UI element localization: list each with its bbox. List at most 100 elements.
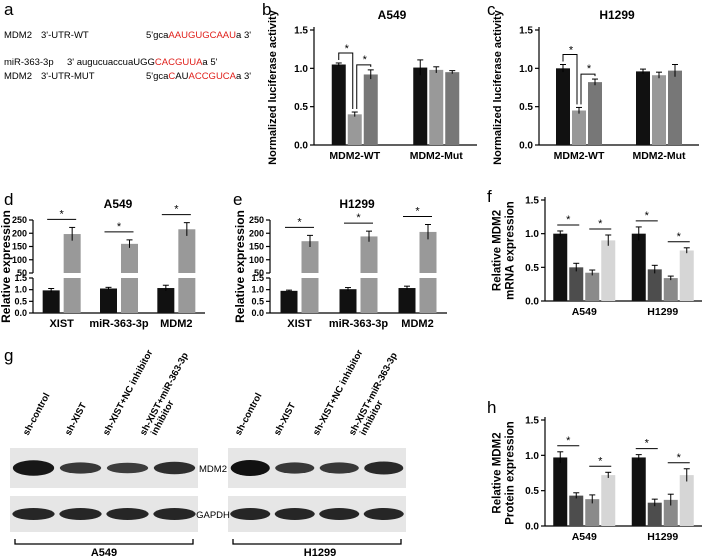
y-tick-label: 1.5 [519,26,533,37]
y-tick-label: 100 [249,255,264,265]
panel-label-g: g [4,346,14,365]
chart-f: Relative MDM2 mRNA expression 0.0 0.5 1.0 1.5… [492,196,702,318]
y-axis-label-line: Relative MDM2 [492,432,504,513]
y-tick-label: 150 [12,242,27,252]
bar [588,82,602,145]
bar [553,457,568,526]
band-gapdh [274,508,315,520]
bar [636,71,650,145]
band-gapdh [319,508,360,520]
significance-star: * [677,452,682,464]
panel-label-d: d [4,190,14,209]
lane-label: sh-XIST [63,401,89,438]
y-tick-label: 1.0 [525,229,539,240]
y-tick-label: 1.0 [251,285,264,295]
significance-star: * [356,212,361,224]
bar [668,70,682,145]
y-tick-label: 250 [249,215,264,225]
significance-star: * [645,438,650,450]
band-gapdh [153,508,196,520]
x-tick-label: XIST [49,318,74,330]
y-axis-label-line: Relative MDM2 [492,210,504,291]
seq-mut-sequence: 5'gcaCAUACCGUCAa 3' [146,71,252,82]
x-tick-label: MDM2-WT [554,150,605,162]
group-label: A549 [91,547,117,556]
y-tick-label: 100 [12,255,27,265]
significance-star: * [60,208,65,220]
seq-mut-gene: MDM2 [4,71,32,82]
band-gapdh [106,508,149,520]
x-tick-label: miR-363-3p [89,318,149,330]
chart-title: A549 [378,8,407,22]
y-tick-label: 0.5 [14,296,27,306]
y-tick-label: 0.5 [294,102,308,113]
y-tick-label: 150 [249,242,264,252]
band-mdm2 [153,461,196,475]
bar [363,74,378,145]
group-bracket [232,539,402,545]
y-tick-label: 50 [254,268,264,278]
bar [631,233,646,301]
seq-mir-sequence: 3' augucuaccuaUGGCACGUUAa 5' [67,57,218,68]
bar [178,229,196,273]
x-tick-label: MDM2 [401,318,433,330]
y-tick-label: 200 [12,228,27,238]
band-gapdh [59,508,102,520]
chart-h: Relative MDM2 Protein expression 0.0 0.5 1.0… [492,416,702,543]
band-mdm2 [12,460,55,476]
x-tick-label: H1299 [647,531,678,543]
group-bracket [14,539,194,545]
panel-label-b: b [262,0,272,19]
panel-label-f: f [487,187,492,206]
y-tick-label: 250 [12,215,27,225]
y-tick-label: 50 [17,268,27,278]
y-axis-label-line: Protein expression [505,421,517,525]
y-tick-label: 0.5 [519,102,533,113]
y-tick-label: 0.0 [251,308,264,318]
bar-lower-segment [178,278,196,313]
chart-d: A549 Relative expression 50 100 150 200 250 0.0… [0,197,205,330]
band-mdm2 [275,462,315,474]
band-gapdh [363,508,404,520]
bar-lower-segment [360,278,378,313]
x-tick-label: A549 [572,306,597,318]
y-tick-label: 0.0 [519,141,533,152]
band-gapdh [12,508,55,520]
band-gapdh [230,508,271,520]
significance-star: * [345,43,350,55]
bar [347,114,362,145]
y-tick-label: 1.5 [294,26,308,37]
seq-wt-region: 3'-UTR-WT [41,30,89,41]
bar [569,495,584,526]
significance-bracket [338,52,354,110]
chart-title: A549 [104,197,133,211]
lane-label: sh-control [233,391,265,437]
y-axis-label: Relative expression [0,210,13,323]
y-axis-label: Relative expression [233,210,247,323]
bar [301,241,319,273]
bar [679,475,694,526]
bar [647,502,662,526]
chart-title: H1299 [339,197,375,211]
x-tick-label: MDM2-Mut [632,150,686,162]
x-tick-label: MDM2-WT [329,150,380,162]
y-tick-label: 0.0 [525,522,539,533]
bar [572,110,586,145]
significance-star: * [117,221,122,233]
panel-label-c: c [487,0,496,19]
band-mdm2 [230,460,270,476]
significance-star: * [587,63,592,75]
significance-star: * [677,231,682,243]
x-tick-label: MDM2-Mut [410,150,464,162]
y-axis-label-text: Relative expression [0,210,13,323]
panel-label-h: h [487,398,497,417]
bar [585,272,600,301]
y-axis-label: Relative MDM2 mRNA expression [492,201,517,300]
bar [663,278,678,301]
bar [419,231,437,273]
bar [601,240,616,301]
bar [601,475,616,526]
y-tick-label: 1.0 [519,64,533,75]
bar [569,267,584,301]
y-tick-label: 1.5 [251,273,264,283]
